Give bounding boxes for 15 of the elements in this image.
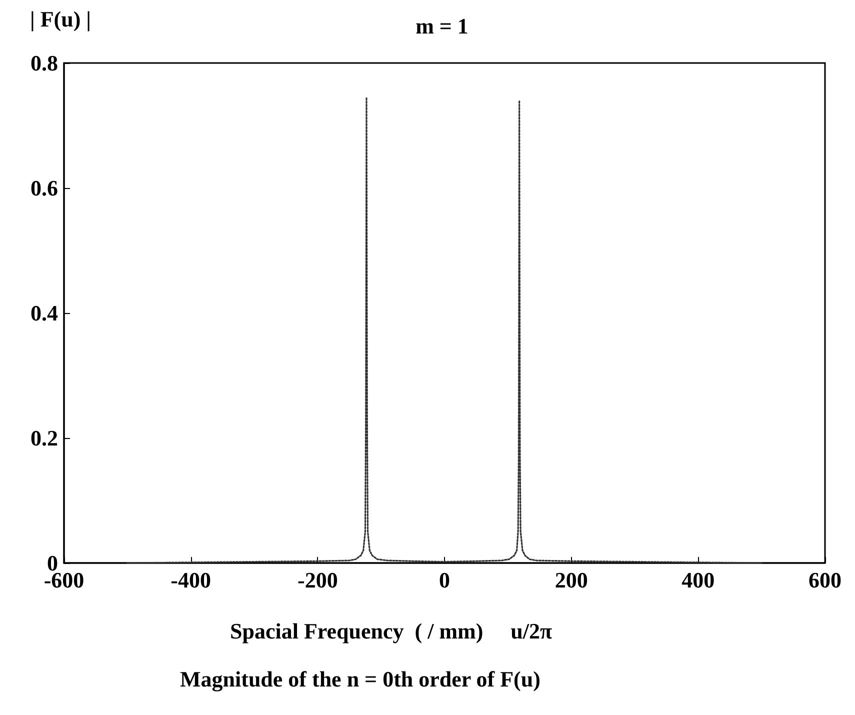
y-axis-title: | F(u) | xyxy=(30,6,92,32)
y-tick-label: 0.4 xyxy=(30,300,58,326)
x-tick-label: -400 xyxy=(170,568,211,592)
text: Magnitude of the n = 0th order of F(u) xyxy=(180,666,540,692)
x-tick-label: 600 xyxy=(808,568,842,592)
x-tick-label: 0 xyxy=(439,568,450,592)
y-tick-label: 0.6 xyxy=(30,176,58,200)
x-tick-label: -200 xyxy=(298,568,338,592)
line-series xyxy=(126,96,762,564)
chart-title: m = 1 xyxy=(416,14,468,38)
x-tick-label: 400 xyxy=(682,568,715,592)
text: Spacial Frequency ( / mm) u/2π xyxy=(230,618,552,644)
x-tick-label: 200 xyxy=(554,568,588,592)
y-tick-label: 0.2 xyxy=(30,426,58,450)
y-tick-label: 0.8 xyxy=(30,50,58,76)
